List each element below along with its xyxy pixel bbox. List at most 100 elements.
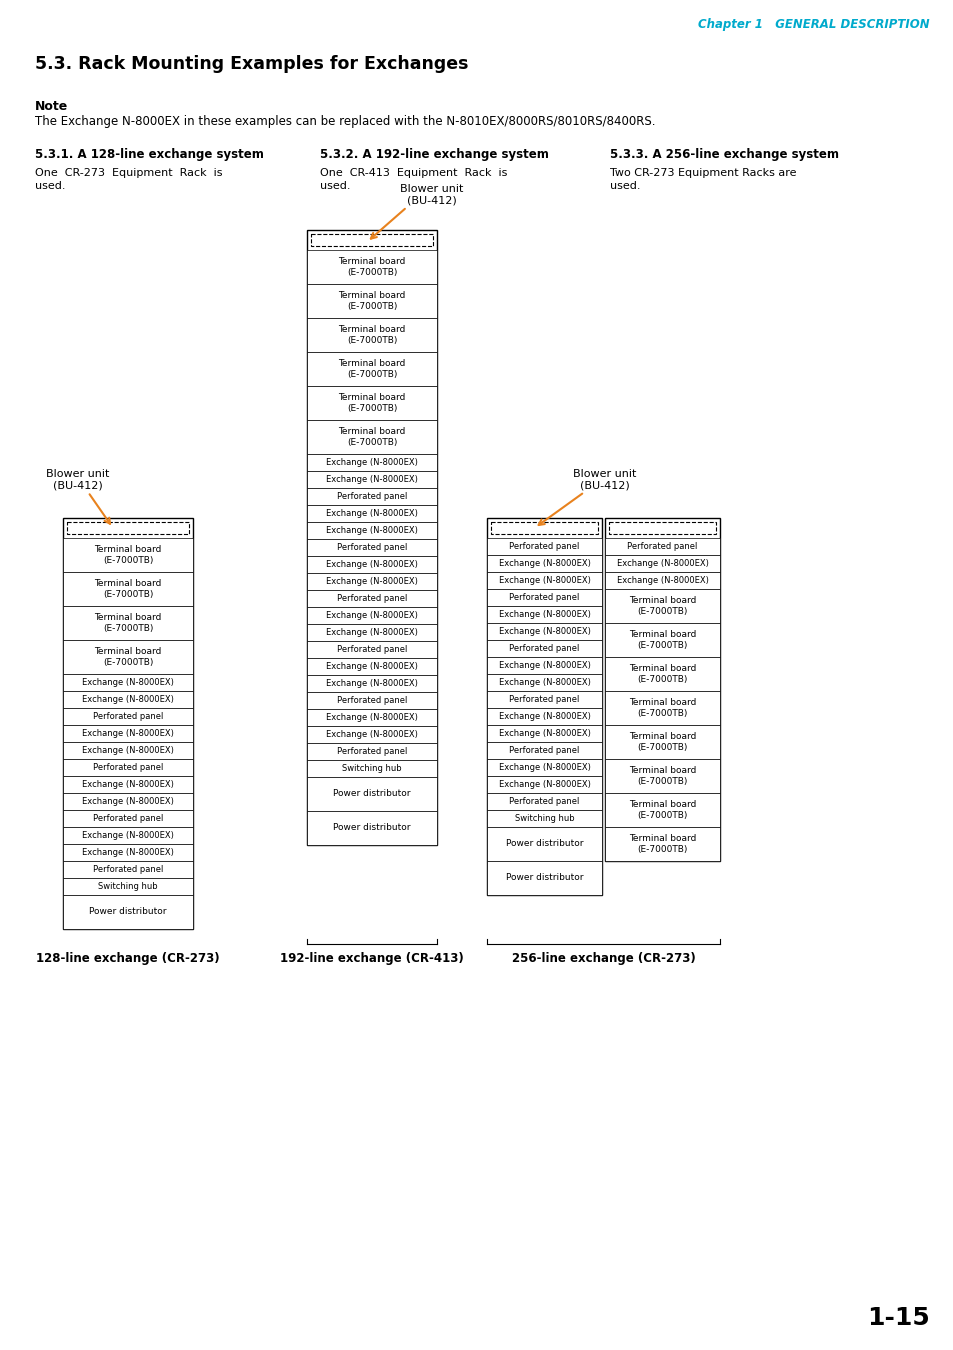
Bar [307,505,436,522]
Bar [307,487,436,505]
Bar [486,810,601,828]
Bar [307,471,436,487]
Text: Blower unit
(BU-412): Blower unit (BU-412) [47,470,110,491]
Text: Perforated panel: Perforated panel [336,645,407,653]
Bar [307,319,436,352]
Bar [63,792,193,810]
Text: 192-line exchange (CR-413): 192-line exchange (CR-413) [280,952,463,965]
Bar [486,707,601,725]
Text: Exchange (N-8000EX): Exchange (N-8000EX) [326,526,417,535]
Text: 5.3.1. A 128-line exchange system: 5.3.1. A 128-line exchange system [35,148,264,161]
Bar [604,725,720,759]
Bar [486,861,601,895]
Text: Terminal board
(E-7000TB): Terminal board (E-7000TB) [338,359,405,379]
Bar [307,760,436,778]
Text: The Exchange N-8000EX in these examples can be replaced with the N-8010EX/8000RS: The Exchange N-8000EX in these examples … [35,115,655,128]
Text: Perforated panel: Perforated panel [336,543,407,552]
Bar [604,691,720,725]
Bar [307,556,436,572]
Bar [307,250,436,284]
Text: Terminal board
(E-7000TB): Terminal board (E-7000TB) [628,732,696,752]
Bar [486,743,601,759]
Text: Perforated panel: Perforated panel [336,491,407,501]
Bar [307,608,436,624]
Bar [604,518,720,861]
Text: Terminal board
(E-7000TB): Terminal board (E-7000TB) [338,258,405,277]
Bar [63,707,193,725]
Bar [63,759,193,776]
Text: Perforated panel: Perforated panel [509,747,579,755]
Bar [307,420,436,454]
Bar [486,792,601,810]
Text: Terminal board
(E-7000TB): Terminal board (E-7000TB) [628,597,696,616]
Text: Exchange (N-8000EX): Exchange (N-8000EX) [498,576,590,585]
Bar [307,641,436,657]
Text: One  CR-413  Equipment  Rack  is
used.: One CR-413 Equipment Rack is used. [319,167,507,192]
Bar [63,895,193,929]
Text: Blower unit
(BU-412): Blower unit (BU-412) [400,184,463,205]
Bar [486,776,601,792]
Text: Terminal board
(E-7000TB): Terminal board (E-7000TB) [94,613,161,633]
Text: Perforated panel: Perforated panel [92,763,163,772]
Bar [307,539,436,556]
Bar [604,589,720,622]
Text: 256-line exchange (CR-273): 256-line exchange (CR-273) [511,952,695,965]
Bar [486,759,601,776]
Bar [307,675,436,693]
Text: Exchange (N-8000EX): Exchange (N-8000EX) [498,780,590,788]
Text: Exchange (N-8000EX): Exchange (N-8000EX) [498,610,590,620]
Text: Power distributor: Power distributor [505,873,582,883]
Bar [307,624,436,641]
Bar [63,674,193,691]
Text: Perforated panel: Perforated panel [509,644,579,653]
Text: Exchange (N-8000EX): Exchange (N-8000EX) [616,576,708,585]
Text: Perforated panel: Perforated panel [92,711,163,721]
Bar [63,572,193,606]
Bar [63,640,193,674]
Text: Exchange (N-8000EX): Exchange (N-8000EX) [82,796,173,806]
Text: 5.3.3. A 256-line exchange system: 5.3.3. A 256-line exchange system [609,148,838,161]
Text: Blower unit
(BU-412): Blower unit (BU-412) [572,470,636,491]
Text: Exchange (N-8000EX): Exchange (N-8000EX) [326,576,417,586]
Text: Exchange (N-8000EX): Exchange (N-8000EX) [326,662,417,671]
Text: Exchange (N-8000EX): Exchange (N-8000EX) [326,612,417,620]
Text: Terminal board
(E-7000TB): Terminal board (E-7000TB) [628,664,696,683]
Text: Power distributor: Power distributor [505,840,582,849]
Text: Terminal board
(E-7000TB): Terminal board (E-7000TB) [338,393,405,413]
Bar [307,590,436,608]
Text: Terminal board
(E-7000TB): Terminal board (E-7000TB) [94,647,161,667]
Text: Exchange (N-8000EX): Exchange (N-8000EX) [498,662,590,670]
Bar [63,828,193,844]
Text: Power distributor: Power distributor [90,907,167,917]
Text: Exchange (N-8000EX): Exchange (N-8000EX) [326,713,417,722]
Text: Power distributor: Power distributor [333,824,411,833]
Bar [63,810,193,828]
Bar [608,522,716,535]
Bar [307,693,436,709]
Bar [63,691,193,707]
Text: Exchange (N-8000EX): Exchange (N-8000EX) [82,747,173,755]
Bar [307,743,436,760]
Text: 1-15: 1-15 [866,1305,929,1330]
Bar [307,230,436,845]
Bar [604,555,720,572]
Text: Exchange (N-8000EX): Exchange (N-8000EX) [326,458,417,467]
Bar [63,606,193,640]
Bar [486,539,601,555]
Text: Exchange (N-8000EX): Exchange (N-8000EX) [498,763,590,772]
Bar [604,572,720,589]
Bar [604,622,720,657]
Bar [486,622,601,640]
Bar [491,522,598,535]
Text: Exchange (N-8000EX): Exchange (N-8000EX) [326,560,417,568]
Text: Two CR-273 Equipment Racks are
used.: Two CR-273 Equipment Racks are used. [609,167,796,192]
Text: Switching hub: Switching hub [515,814,574,824]
Text: Exchange (N-8000EX): Exchange (N-8000EX) [326,679,417,688]
Bar [63,861,193,878]
Bar [604,828,720,861]
Bar [604,759,720,792]
Text: Perforated panel: Perforated panel [509,796,579,806]
Bar [604,792,720,828]
Text: Terminal board
(E-7000TB): Terminal board (E-7000TB) [94,545,161,564]
Text: Exchange (N-8000EX): Exchange (N-8000EX) [82,695,173,703]
